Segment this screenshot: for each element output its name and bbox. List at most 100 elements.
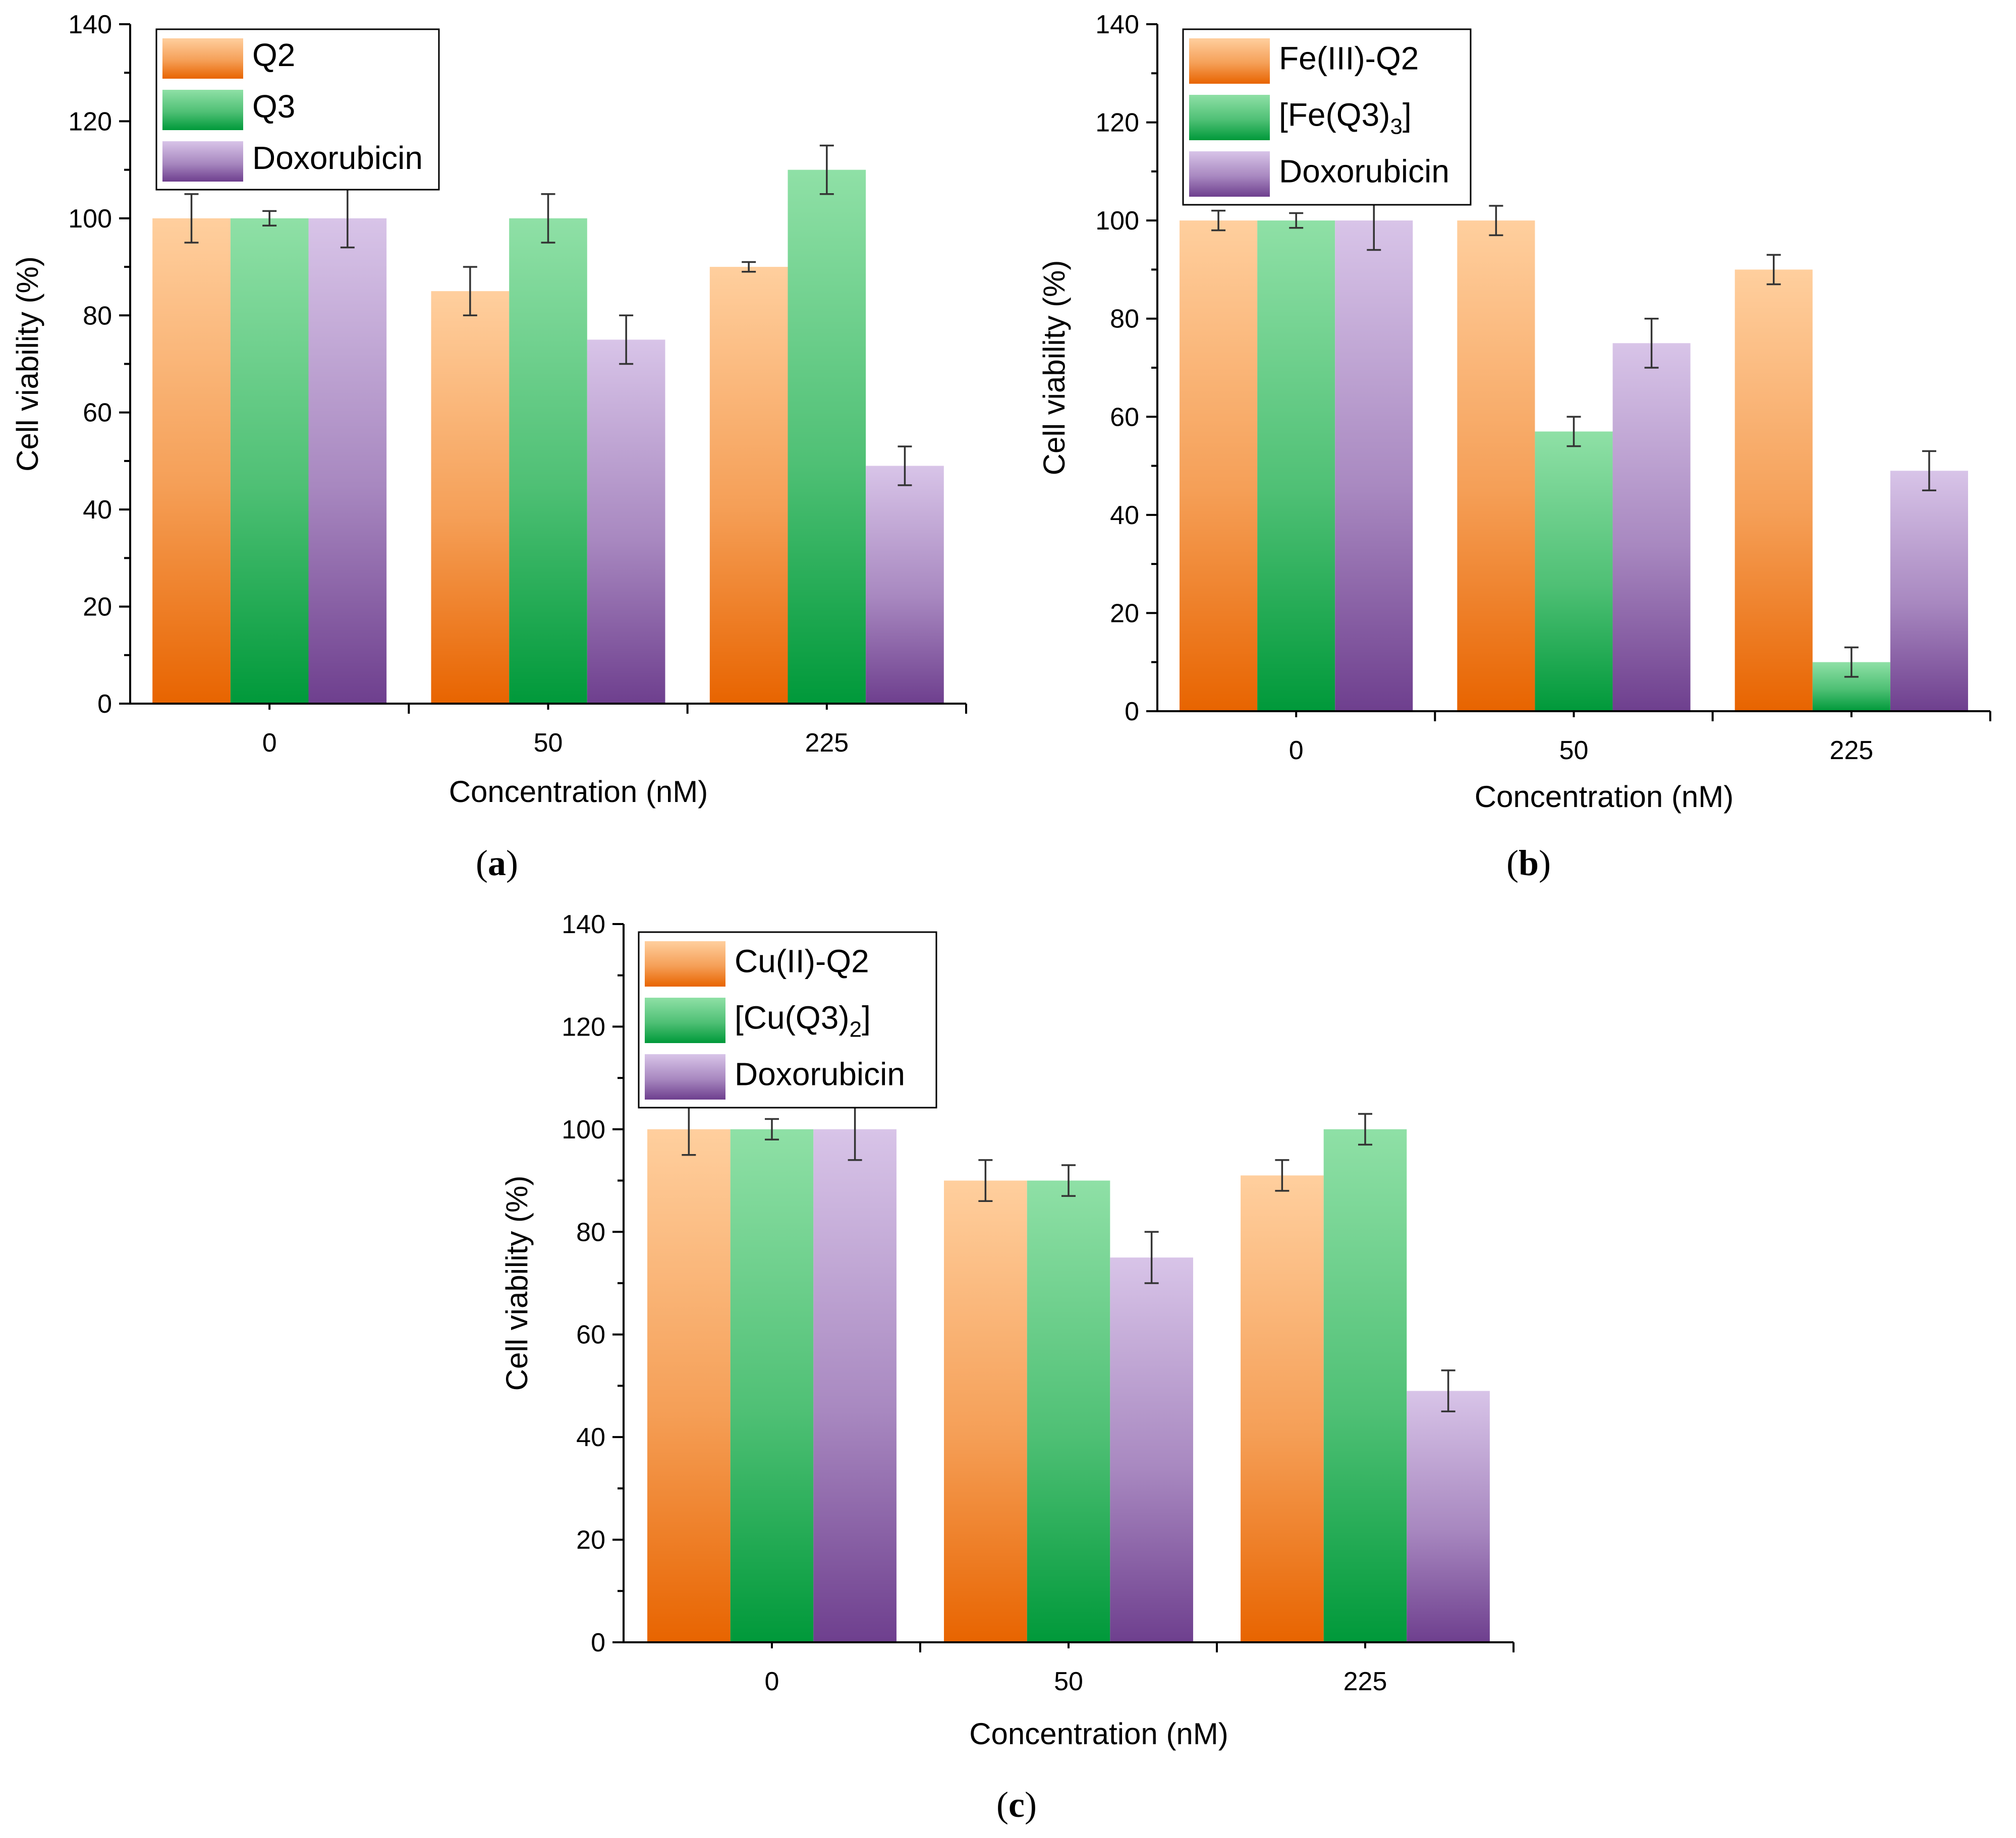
y-tick-label: 40 [83,495,112,525]
error-bar [898,445,912,486]
error-bar [1489,205,1503,237]
y-tick-label: 0 [591,1628,605,1657]
x-tick-label: 50 [1054,1667,1083,1696]
x-axis-title: Concentration (nM) [449,775,708,809]
bar-c-orange-0 [647,1129,731,1642]
bar-c-green-225 [1323,1129,1407,1642]
bar-b-orange-0 [1180,220,1258,712]
error-bar [978,1159,993,1202]
legend-swatch-orange [645,941,725,987]
y-tick-label: 140 [1095,10,1139,39]
chart-panel-c: 0 20 40 60 80 100 120 140 0 50 225 Concentration (n… [500,910,1515,1825]
error-bar [463,266,477,317]
legend: Fe(III)-Q2 [Fe(Q3)3] Doxorubicin [1182,28,1472,206]
bar-b-purple-225 [1890,471,1968,711]
legend-swatch-orange [1189,38,1270,84]
y-tick-label: 120 [562,1012,605,1042]
legend-swatch-green [162,90,243,130]
error-bar [1766,254,1781,285]
legend-label: Doxorubicin [1279,153,1449,189]
x-tick-label: 50 [534,728,563,758]
bar-b-purple-0 [1335,220,1413,712]
panel-label: (c) [996,1785,1037,1825]
error-bar [1275,1159,1290,1192]
y-tick-label: 60 [1110,403,1139,432]
y-axis-title: Cell viability (%) [500,1176,534,1391]
y-tick-label: 80 [83,301,112,330]
bar-c-purple-0 [813,1129,897,1642]
legend-label: Cu(II)-Q2 [735,943,869,979]
legend-label: [Fe(Q3)3] [1279,96,1412,139]
legend-swatch-purple [162,141,243,182]
error-bar [1644,317,1659,369]
x-tick-label: 0 [262,728,277,758]
error-bar [742,261,756,273]
bar-c-purple-50 [1110,1257,1193,1642]
y-tick-label: 80 [1110,305,1139,334]
bar-a-purple-50 [587,339,665,704]
error-bar [819,144,834,195]
legend-swatch-green [645,998,725,1043]
error-bar [765,1118,779,1140]
bar-a-green-50 [509,218,587,704]
error-bar [1211,209,1226,232]
legend-swatch-green [1189,95,1270,140]
error-bar [1566,416,1581,447]
bar-b-orange-50 [1457,220,1535,712]
bar-a-purple-225 [866,466,944,704]
y-tick-label: 0 [97,690,112,719]
y-tick-label: 60 [83,398,112,428]
bar-a-green-0 [230,218,309,704]
bar-c-green-0 [730,1129,814,1642]
y-tick-label: 140 [68,10,112,39]
y-tick-label: 40 [1110,501,1139,530]
bar-a-green-225 [788,169,866,704]
panel-label: (a) [476,843,518,883]
y-tick-label: 20 [1110,599,1139,628]
legend-swatch-purple [1189,151,1270,197]
y-tick-label: 100 [1095,206,1139,236]
chart-panel-a: 0 20 40 60 80 100 120 140 0 50 225 Concentration (n… [11,10,967,883]
bar-a-orange-225 [709,267,788,704]
bar-a-purple-0 [308,218,387,704]
legend-label: Q3 [252,88,295,125]
y-tick-label: 120 [68,107,112,136]
legend-label: Q2 [252,37,295,73]
error-bar [541,193,555,244]
y-axis-title: Cell viability (%) [11,256,44,472]
bar-a-orange-50 [431,291,510,704]
x-tick-label: 225 [805,728,849,758]
chart-panel-b: 0 20 40 60 80 100 120 140 0 50 225 Concentration (n… [1037,10,1991,883]
legend-label: Doxorubicin [252,140,423,176]
x-tick-label: 225 [1343,1667,1387,1696]
legend-swatch-purple [645,1054,725,1100]
legend-label: Fe(III)-Q2 [1279,40,1419,76]
y-tick-label: 0 [1125,697,1139,726]
error-bar [1922,450,1936,491]
y-tick-label: 60 [576,1320,605,1350]
x-tick-label: 0 [765,1667,779,1696]
legend-label: [Cu(Q3)2] [735,999,871,1042]
y-axis-title: Cell viability (%) [1037,260,1071,476]
error-bar [619,314,634,365]
y-tick-label: 20 [576,1526,605,1555]
error-bar [1289,212,1304,229]
y-tick-label: 100 [562,1115,605,1144]
y-tick-label: 140 [562,910,605,939]
bar-c-green-50 [1027,1180,1110,1642]
panel-label: (b) [1506,843,1551,883]
error-bar [184,193,199,244]
y-tick-label: 120 [1095,108,1139,138]
bar-c-purple-225 [1407,1391,1490,1642]
bar-c-orange-50 [944,1180,1027,1642]
bar-b-orange-225 [1734,269,1813,711]
y-tick-label: 40 [576,1423,605,1452]
legend-swatch-orange [162,38,243,79]
error-bar [1144,1231,1159,1284]
error-bar [1441,1369,1455,1413]
y-tick-label: 100 [68,204,112,234]
x-axis-title: Concentration (nM) [1475,780,1734,814]
bar-b-purple-50 [1612,343,1691,711]
legend: Cu(II)-Q2 [Cu(Q3)2] Doxorubicin [638,931,937,1109]
